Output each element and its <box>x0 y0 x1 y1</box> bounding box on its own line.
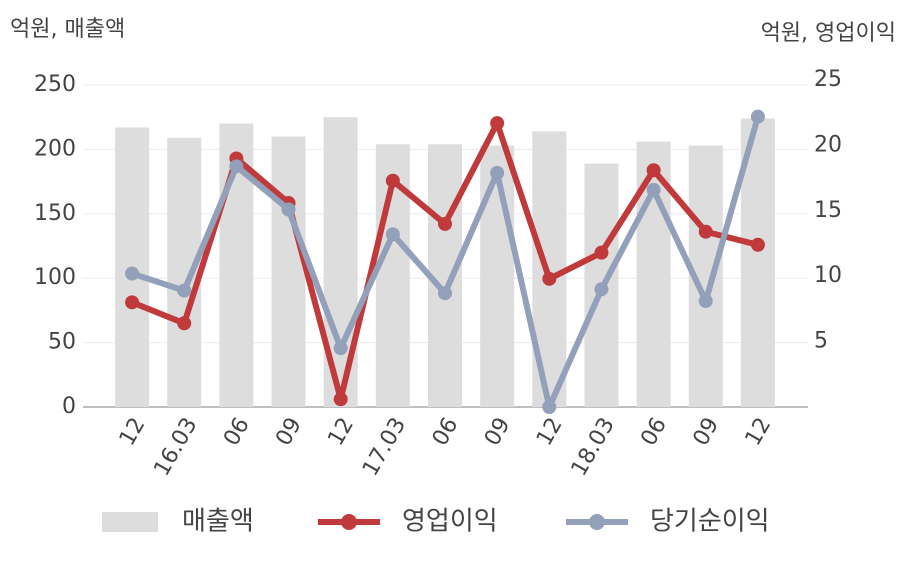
y2-tick-label: 10 <box>814 263 842 288</box>
point <box>385 227 400 242</box>
point <box>542 400 557 414</box>
point <box>698 294 713 309</box>
y-tick-label: 150 <box>34 201 76 226</box>
x-tick-label: 12 <box>532 414 568 451</box>
plot <box>83 84 808 408</box>
y-tick-label: 0 <box>62 394 76 419</box>
point <box>438 216 452 231</box>
point <box>490 116 505 131</box>
point <box>333 392 348 407</box>
point <box>594 245 609 260</box>
y-tick-label: 200 <box>34 136 76 161</box>
point <box>333 341 348 356</box>
point <box>594 282 609 297</box>
y-tick-label: 50 <box>48 330 76 355</box>
point <box>542 271 557 286</box>
y-axis-title: 억원, 매출액 <box>10 17 125 42</box>
legend-swatch <box>102 512 158 532</box>
point <box>229 159 244 174</box>
point <box>438 286 452 301</box>
x-tick-label: 16.03 <box>149 414 202 481</box>
point <box>125 266 140 281</box>
x-tick-label: 09 <box>689 414 725 451</box>
x-tick-label: 09 <box>480 413 516 450</box>
x-tick-label: 06 <box>428 414 464 451</box>
legend-swatch <box>589 514 605 530</box>
point <box>646 182 661 197</box>
point <box>281 202 296 217</box>
x-tick-label: 09 <box>271 414 307 451</box>
point <box>698 224 713 239</box>
point <box>750 109 765 124</box>
y-tick-label: 100 <box>34 265 76 290</box>
legend-label: 영업이익 <box>402 507 498 537</box>
y2-tick-label: 15 <box>814 198 842 223</box>
bar <box>428 144 462 408</box>
x-tick-label: 12 <box>323 414 359 451</box>
y2-tick-label: 25 <box>814 67 842 92</box>
bar <box>271 136 306 407</box>
y2-tick-label: 5 <box>814 329 828 354</box>
point <box>646 163 661 178</box>
x-tick-label: 12 <box>115 414 151 451</box>
point <box>125 295 140 310</box>
x-tick-label: 06 <box>219 414 255 451</box>
y-tick-label: 250 <box>34 72 76 97</box>
bar <box>167 137 202 408</box>
point <box>177 316 192 331</box>
x-tick-label: 06 <box>636 414 672 451</box>
x-tick-label: 18.03 <box>567 414 620 481</box>
y2-tick-label: 20 <box>814 132 842 157</box>
legend-label: 당기순이익 <box>650 507 770 537</box>
bar <box>480 145 515 407</box>
y2-axis-title: 억원, 영업이익 <box>761 21 896 46</box>
point <box>177 283 192 298</box>
point <box>750 237 765 252</box>
x-tick-label: 17.03 <box>358 414 411 481</box>
point <box>490 165 505 180</box>
legend-label: 매출액 <box>182 507 254 537</box>
x-tick-label: 12 <box>741 414 777 451</box>
point <box>385 173 400 188</box>
legend-swatch <box>341 514 357 530</box>
